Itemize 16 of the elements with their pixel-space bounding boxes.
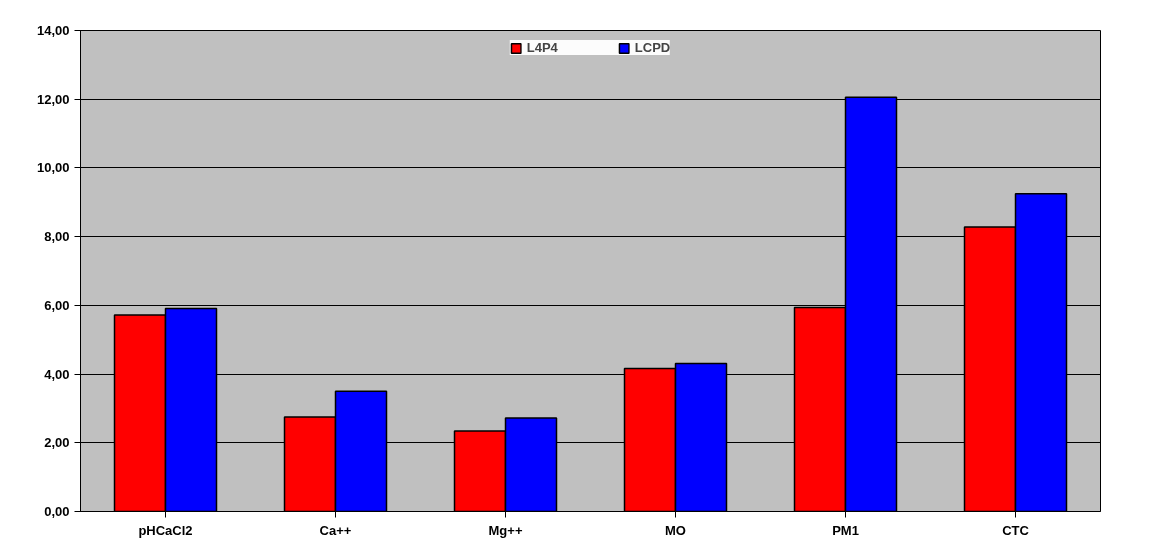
x-tick-label: Ca++ [319,522,352,538]
y-tick-label: 8,00 [44,229,70,245]
y-tick-label: 6,00 [44,297,70,313]
legend-label: LCPD [634,40,671,55]
y-tick-label: 12,00 [36,91,70,107]
x-tick-label: CTC [1002,522,1030,538]
y-tick-label: 4,00 [44,366,70,382]
y-tick-label: 0,00 [44,504,70,519]
x-tick-label: MO [665,522,686,538]
y-tick-label: 10,00 [36,160,70,176]
legend-label: L4P4 [526,40,558,55]
y-tick-label: 2,00 [44,435,70,451]
x-tick-label: pHCaCl2 [138,522,193,538]
x-tick-label: PM1 [832,522,859,538]
y-tick-label: 14,00 [36,23,70,38]
x-tick-label: Mg++ [488,522,523,538]
